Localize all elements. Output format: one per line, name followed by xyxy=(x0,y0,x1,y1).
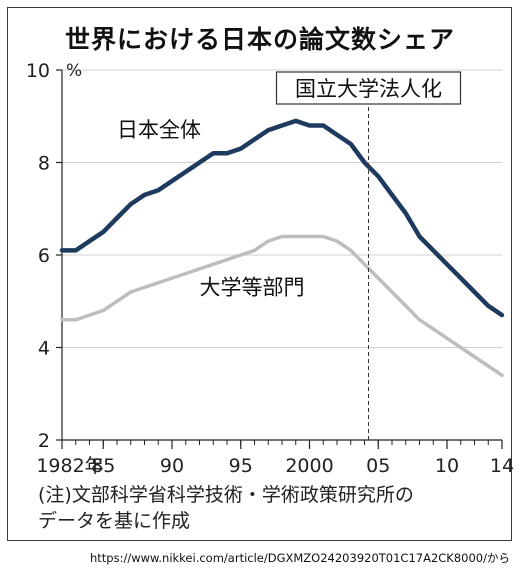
y-tick-label: 6 xyxy=(38,245,50,267)
x-tick-label: 2000 xyxy=(285,455,333,477)
source-credit: https://www.nikkei.com/article/DGXMZO242… xyxy=(90,551,510,565)
x-tick-label: 95 xyxy=(229,455,253,477)
y-tick-label: 2 xyxy=(38,430,50,452)
series-line-1 xyxy=(59,118,505,318)
chart-title: 世界における日本の論文数シェア xyxy=(64,25,455,54)
y-tick-label: 10 xyxy=(26,60,50,82)
x-tick-label: 10 xyxy=(435,455,459,477)
annotation-layer: 国立大学法人化 xyxy=(275,71,462,440)
y-tick-label: 4 xyxy=(38,338,50,360)
footnote-line-1: (注)文部科学省科学技術・学術政策研究所の xyxy=(38,484,414,506)
series-label-2: 大学等部門 xyxy=(200,275,305,299)
y-tick-label: 8 xyxy=(38,153,50,175)
x-tick-label: 90 xyxy=(160,455,184,477)
annotation-box xyxy=(275,71,462,105)
x-tick-label: 05 xyxy=(366,455,390,477)
footnote-line-2: データを基に作成 xyxy=(38,510,191,532)
footnote: (注)文部科学省科学技術・学術政策研究所の データを基に作成 xyxy=(38,482,498,534)
grid-layer xyxy=(62,69,502,441)
y-unit-label: % xyxy=(66,61,82,81)
x-tick-label: 1982年 xyxy=(36,455,103,477)
series-line-2 xyxy=(60,234,504,378)
annotation-label: 国立大学法人化 xyxy=(295,77,442,101)
x-tick-label: 85 xyxy=(91,455,115,477)
x-tick-label: 14 xyxy=(490,455,514,477)
series-label-1: 日本全体 xyxy=(117,118,201,142)
